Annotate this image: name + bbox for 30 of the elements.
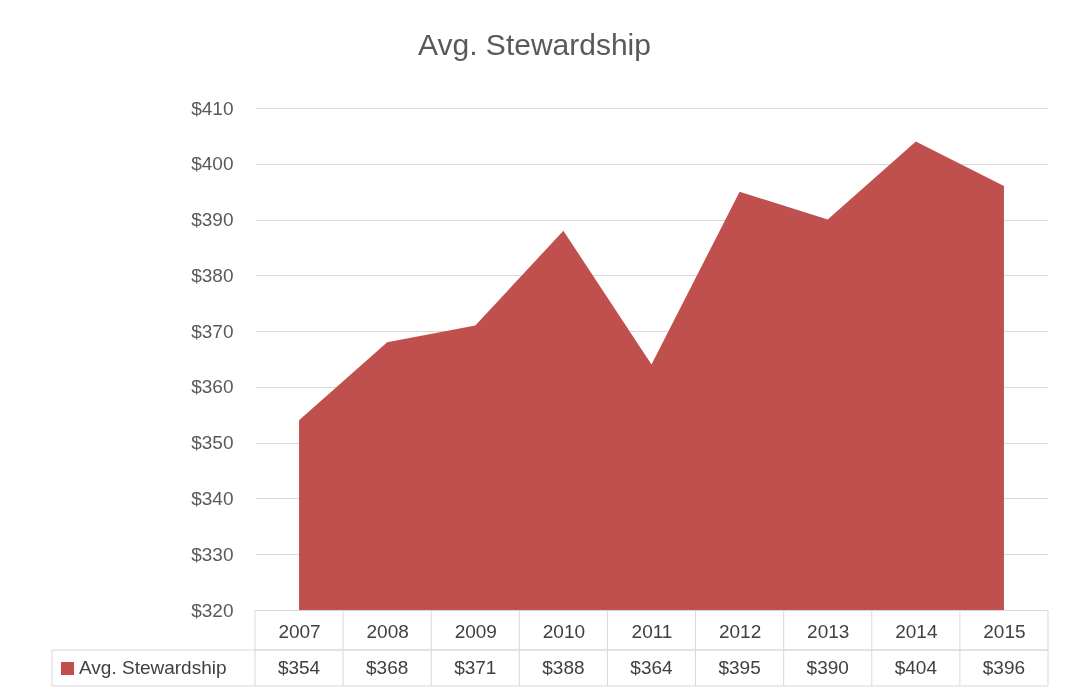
- y-tick-label: $340: [191, 487, 234, 509]
- data-label: $388: [542, 657, 585, 678]
- data-label: $354: [277, 657, 321, 678]
- x-tick-label: 2008: [366, 620, 409, 642]
- data-label: $371: [454, 657, 497, 678]
- data-label: $390: [806, 657, 849, 678]
- data-label: $404: [894, 657, 938, 678]
- data-label: $396: [982, 657, 1026, 678]
- x-tick-label: 2011: [631, 620, 673, 642]
- y-tick-label: $330: [191, 543, 234, 565]
- y-tick-label: $360: [191, 376, 234, 398]
- y-tick-label: $400: [191, 153, 234, 175]
- data-label: $364: [630, 657, 674, 678]
- data-label: $368: [366, 657, 409, 678]
- y-tick-label: $370: [191, 320, 234, 342]
- y-tick-label: $380: [191, 264, 234, 286]
- x-tick-label: 2013: [807, 620, 850, 642]
- y-tick-label: $410: [191, 97, 234, 119]
- data-label: $395: [718, 657, 761, 678]
- x-tick-label: 2010: [542, 620, 586, 642]
- x-tick-label: 2014: [895, 620, 938, 642]
- x-tick-label: 2007: [278, 620, 321, 642]
- y-tick-label: $390: [191, 209, 234, 231]
- x-tick-label: 2012: [718, 620, 762, 642]
- chart-title: Avg. Stewardship: [418, 28, 651, 61]
- y-tick-label: $350: [191, 432, 234, 454]
- legend-label: Avg. Stewardship: [79, 657, 227, 678]
- x-tick-label: 2015: [983, 620, 1026, 642]
- y-tick-label: $320: [191, 599, 234, 621]
- x-tick-label: 2009: [454, 620, 497, 642]
